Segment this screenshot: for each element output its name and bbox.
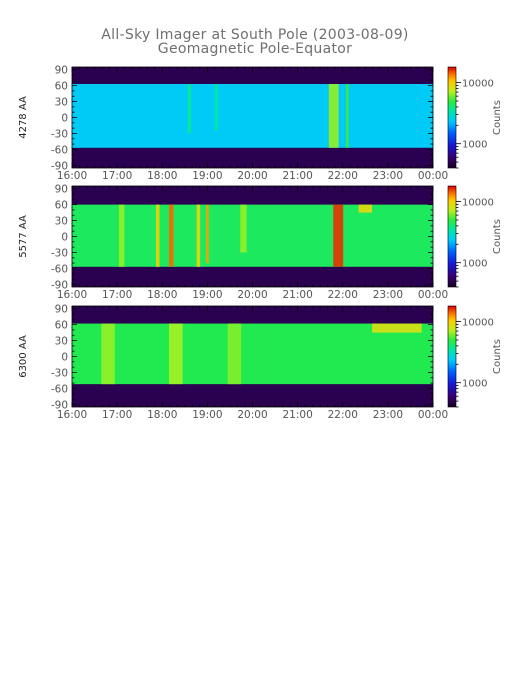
x-tick-label: 18:00	[147, 409, 177, 421]
y-tick-label: 90	[55, 304, 68, 316]
emission-feature	[214, 84, 219, 131]
x-tick-label: 21:00	[282, 170, 312, 182]
y-tick-label: -90	[51, 160, 68, 172]
panel-ylabel: 5577 AA	[18, 215, 29, 258]
emission-band	[72, 204, 433, 267]
y-tick-label: -30	[51, 128, 68, 140]
y-tick-label: 0	[61, 352, 68, 364]
chart-subtitle: Geomagnetic Pole-Equator	[158, 41, 352, 57]
x-tick-label: 23:00	[373, 289, 403, 301]
panel-ylabel: 4278 AA	[18, 96, 29, 139]
colorbar-label: Counts	[492, 219, 503, 254]
colorbar: 1000 10000 Counts	[447, 305, 503, 408]
emission-feature	[101, 323, 115, 385]
y-tick-label: 30	[55, 97, 68, 109]
emission-feature	[169, 323, 183, 385]
emission-feature	[187, 84, 192, 134]
emission-feature	[118, 204, 125, 267]
x-tick-label: 18:00	[147, 289, 177, 301]
y-tick-label: 90	[55, 184, 68, 196]
emission-feature	[196, 204, 201, 267]
y-tick-label: 60	[55, 320, 68, 332]
chart-title: All-Sky Imager at South Pole (2003-08-09…	[101, 27, 408, 43]
colorbar-gradient	[447, 66, 457, 169]
x-tick-label: 19:00	[192, 409, 222, 421]
x-tick-label: 21:00	[282, 409, 312, 421]
y-tick-label: -30	[51, 247, 68, 259]
emission-feature	[345, 84, 349, 148]
colorbar-label: Counts	[492, 339, 503, 374]
x-tick-label: 20:00	[237, 170, 267, 182]
y-tick-label: 90	[55, 65, 68, 77]
emission-feature	[333, 204, 344, 267]
colorbar: 1000 10000 Counts	[447, 66, 503, 169]
x-tick-label: 19:00	[192, 170, 222, 182]
emission-band	[72, 323, 433, 385]
x-tick-label: 20:00	[237, 409, 267, 421]
y-tick-label: -90	[51, 279, 68, 291]
x-tick-label: 22:00	[328, 289, 358, 301]
colorbar: 1000 10000 Counts	[447, 185, 503, 288]
colorbar-tick-label: 1000	[462, 379, 487, 390]
colorbar-tick-label: 10000	[462, 318, 494, 329]
emission-feature	[169, 204, 174, 267]
x-tick-label: 22:00	[328, 409, 358, 421]
y-tick-label: 60	[55, 81, 68, 93]
x-tick-label: 22:00	[328, 170, 358, 182]
x-tick-label: 16:00	[57, 289, 87, 301]
y-tick-label: 30	[55, 336, 68, 348]
colorbar-tick-label: 1000	[462, 140, 487, 151]
x-tick-label: 16:00	[57, 409, 87, 421]
emission-feature	[372, 323, 422, 333]
colorbar-label: Counts	[492, 100, 503, 135]
colorbar-gradient	[447, 185, 457, 288]
y-tick-label: 30	[55, 216, 68, 228]
emission-feature	[328, 84, 339, 148]
colorbar-tick-label: 10000	[462, 198, 494, 209]
x-tick-label: 00:00	[418, 409, 448, 421]
y-tick-label: -90	[51, 399, 68, 411]
y-tick-label: 60	[55, 200, 68, 212]
emission-feature	[227, 323, 242, 385]
colorbar-gradient	[447, 305, 457, 408]
x-tick-label: 21:00	[282, 289, 312, 301]
x-tick-label: 17:00	[102, 170, 132, 182]
x-tick-label: 20:00	[237, 289, 267, 301]
x-tick-label: 23:00	[373, 409, 403, 421]
x-tick-label: 16:00	[57, 170, 87, 182]
x-tick-label: 19:00	[192, 289, 222, 301]
panel-ylabel: 6300 AA	[18, 335, 29, 378]
emission-feature	[155, 204, 160, 267]
x-tick-label: 23:00	[373, 170, 403, 182]
y-tick-label: 0	[61, 113, 68, 125]
emission-feature	[358, 204, 373, 213]
emission-feature	[240, 204, 247, 253]
y-tick-label: -60	[51, 144, 68, 156]
x-tick-label: 17:00	[102, 289, 132, 301]
emission-feature	[206, 204, 209, 264]
x-tick-label: 17:00	[102, 409, 132, 421]
x-tick-label: 18:00	[147, 170, 177, 182]
x-tick-label: 00:00	[418, 289, 448, 301]
y-tick-label: -60	[51, 263, 68, 275]
colorbar-tick-label: 1000	[462, 259, 487, 270]
y-tick-label: -60	[51, 383, 68, 395]
y-tick-label: -30	[51, 367, 68, 379]
colorbar-tick-label: 10000	[462, 79, 494, 90]
x-tick-label: 00:00	[418, 170, 448, 182]
y-tick-label: 0	[61, 232, 68, 244]
emission-band	[72, 84, 433, 148]
